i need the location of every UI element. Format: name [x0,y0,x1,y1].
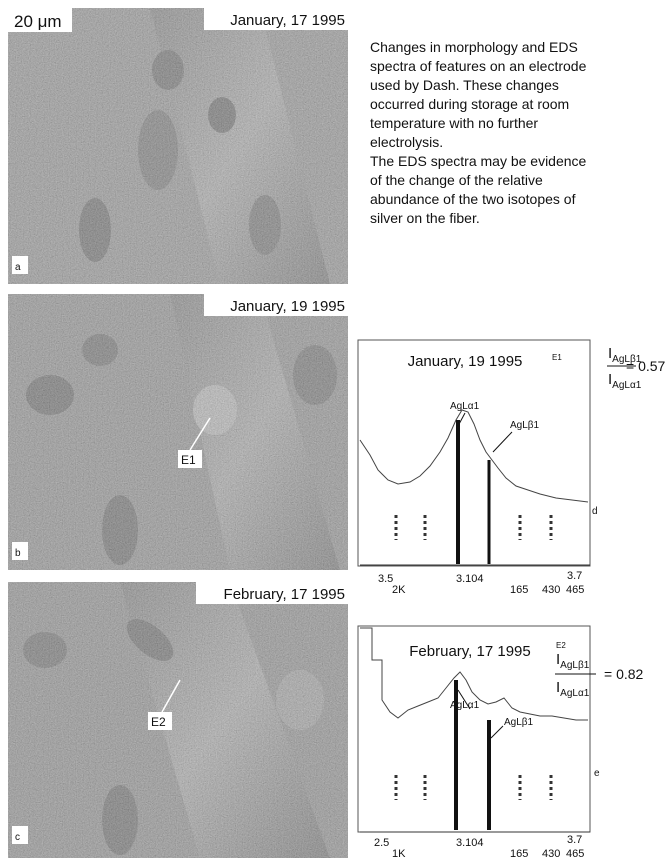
caption-line: occurred during storage at room [370,96,569,112]
caption-line: spectra of features on an electrode [370,58,587,74]
micrograph [8,582,348,858]
marker-label: E1 [181,453,196,467]
axis-label: 2.5 [374,837,389,849]
panel-letter: b [15,548,21,559]
axis-label: 2K [392,584,406,596]
marker-label: E1 [552,353,562,362]
caption-line: abundance of the two isotopes of [370,191,576,207]
axis-label: 430 [542,584,560,596]
ratio-value: = 0.82 [604,666,644,682]
caption-line: temperature with no further [370,115,538,131]
axis-label: 465 [566,584,584,596]
scale-label: 20 μm [14,12,62,31]
ratio-value: = 0.57 [626,358,666,374]
panel-date: January, 17 1995 [230,12,345,29]
peak-label: AgLα1 [450,401,480,412]
peak-label: AgLβ1 [510,420,540,431]
figure: 20 μm January, 17 1995 a January, 19 199… [0,0,672,863]
spectrum-date: February, 17 1995 [409,643,530,660]
ratio-subscript: AgLα1 [612,380,642,391]
panel-letter: a [15,262,21,273]
ratio-subscript: AgLα1 [560,688,590,699]
grain [8,582,348,858]
peak-label: AgLα1 [450,700,480,711]
peak-label: AgLβ1 [504,717,534,728]
marker-label: E2 [151,715,166,729]
ratio-denominator: IAgLα1 [608,371,642,391]
axis-label: 1K [392,848,406,860]
axis-label: 465 [566,848,584,860]
panel-date: February, 17 1995 [224,586,345,603]
axis-label: 165 [510,848,528,860]
spectrum-panel: January, 19 1995 E1 AgLα1 AgLβ1 3.5 2K 3… [358,340,666,596]
panel-letter: c [15,832,20,843]
axis-label: 165 [510,584,528,596]
grain [8,294,348,570]
panel-letter: e [594,768,600,779]
panel-letter: d [592,506,598,517]
axis-label: 3.7 [567,570,582,582]
caption-line: electrolysis. [370,134,443,150]
spectrum-panel: February, 17 1995 E2 AgLα1 AgLβ1 2.5 1K … [358,626,644,860]
spectrum-frame [358,340,590,566]
axis-label: 3.104 [456,573,484,585]
ratio-subscript: AgLβ1 [560,660,590,671]
grain [8,8,348,284]
caption-line: of the change of the relative [370,172,543,188]
marker-label: E2 [556,641,566,650]
caption-line: silver on the fiber. [370,210,480,226]
caption-line: used by Dash. These changes [370,77,559,93]
panel-date: January, 19 1995 [230,298,345,315]
axis-label: 3.7 [567,834,582,846]
spectrum-date: January, 19 1995 [408,353,523,370]
axis-label: 430 [542,848,560,860]
axis-label: 3.104 [456,837,484,849]
micrograph [8,294,348,570]
axis-label: 3.5 [378,573,393,585]
caption-line: Changes in morphology and EDS [370,39,578,55]
micrograph [8,8,348,284]
caption-line: The EDS spectra may be evidence [370,153,587,169]
caption: Changes in morphology and EDS spectra of… [370,39,587,226]
